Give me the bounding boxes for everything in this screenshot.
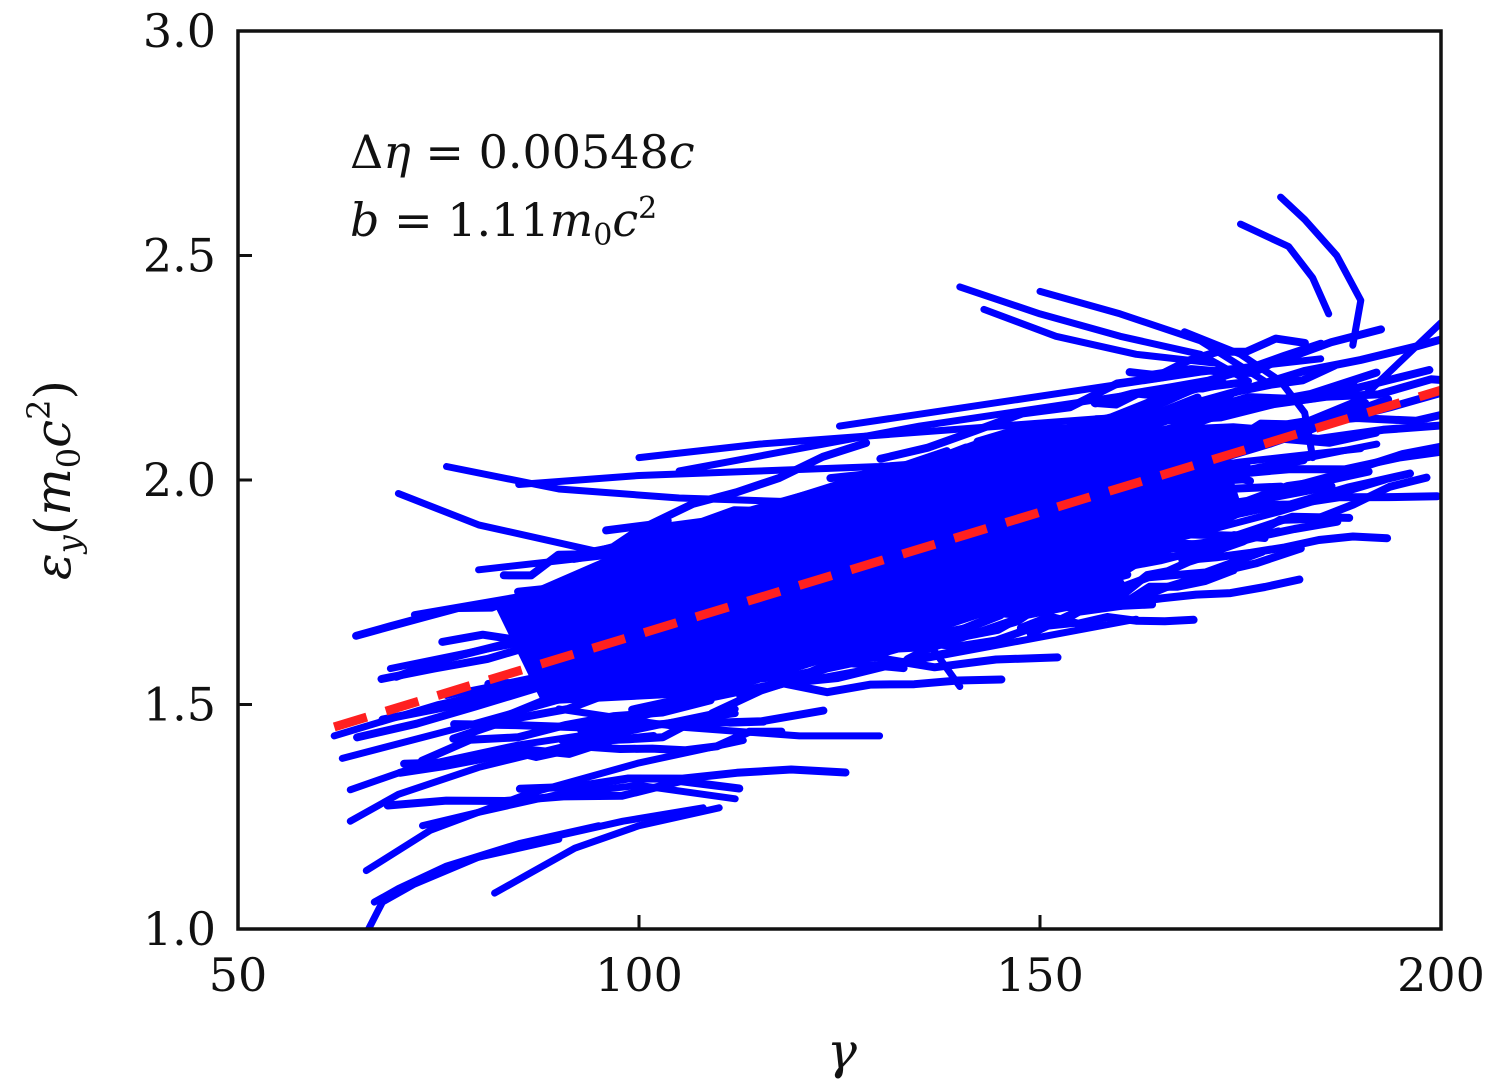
x-axis-label: γ <box>827 1022 857 1080</box>
trajectory-33 <box>1277 193 1365 349</box>
tick-layer: 50 100 150 200 1.0 1.5 2.0 2.5 3.0 <box>143 4 1485 1002</box>
y-tick-label-3: 3.0 <box>143 4 216 58</box>
trajectory-band-37 <box>1178 532 1392 565</box>
annotation-delta: Δ <box>350 125 383 179</box>
y-label-c: c <box>24 420 82 448</box>
trajectory-band-127 <box>1130 335 1441 432</box>
trajectory-band-122 <box>1202 473 1431 559</box>
annotation-b: b <box>350 193 379 247</box>
annotation-line2: b = 1.11m0c2 <box>350 191 657 253</box>
trajectory-13 <box>459 804 707 866</box>
annotation-unit-c-sup: 2 <box>638 191 657 226</box>
annotation-equals-2: = <box>379 193 447 247</box>
trajectory-band-112 <box>1016 612 1198 632</box>
annotation-value-2: 1.11 <box>447 193 549 247</box>
trajectory-band-121 <box>838 619 1078 669</box>
y-label-open: ( <box>24 516 82 536</box>
annotation-unit-1: c <box>669 125 695 179</box>
trajectory-band-118 <box>499 516 672 580</box>
data-layer <box>330 193 1441 929</box>
x-tick-label-150: 150 <box>996 948 1084 1002</box>
y-tick-label-2.5: 2.5 <box>143 229 216 283</box>
annotation-unit-m: m <box>550 193 594 247</box>
y-label-m: m <box>24 468 82 515</box>
x-tick-label-200: 200 <box>1397 948 1485 1002</box>
x-tick-label-50: 50 <box>209 948 268 1002</box>
y-label-epsilon: ε <box>24 553 82 580</box>
y-label-close: ) <box>24 380 82 400</box>
trajectory-band-97 <box>395 732 658 777</box>
trajectory-band-92 <box>558 715 768 745</box>
annotation-equals-1: = <box>411 125 479 179</box>
trajectory-band-81 <box>1080 551 1214 605</box>
trajectory-10 <box>419 781 739 830</box>
y-label-c-sup: 2 <box>20 399 58 419</box>
annotation-value-1: 0.00548 <box>479 125 669 179</box>
trajectory-4 <box>362 736 747 875</box>
y-label-subscript: y <box>50 534 88 555</box>
trajectory-band-95 <box>1090 379 1229 409</box>
trajectory-band-45 <box>1026 544 1305 638</box>
y-label-m-sub: 0 <box>50 448 88 468</box>
trajectory-band-28 <box>583 727 786 755</box>
annotation-unit-m-sub: 0 <box>593 218 612 253</box>
fit-line <box>332 385 1441 732</box>
trajectory-band <box>352 325 1441 810</box>
trajectory-15 <box>491 804 723 897</box>
x-tick-label-100: 100 <box>595 948 683 1002</box>
fit-line-layer <box>332 385 1441 732</box>
annotation-line1: Δη = 0.00548c <box>350 125 695 179</box>
y-tick-label-1.5: 1.5 <box>143 678 216 732</box>
trajectory-band-123 <box>383 777 744 810</box>
trajectory-30 <box>1036 287 1269 385</box>
y-tick-label-2: 2.0 <box>143 453 216 507</box>
trajectory-band-84 <box>876 372 1169 463</box>
y-tick-label-1: 1.0 <box>143 902 216 956</box>
trajectory-32 <box>1237 220 1333 318</box>
annotation-unit-c: c <box>612 193 638 247</box>
trajectory-band-128 <box>1125 334 1309 380</box>
trajectory-band-133 <box>1091 339 1325 408</box>
annotation-eta: η <box>383 125 411 179</box>
y-axis-label: εy(m0c2) <box>20 380 88 580</box>
trajectory-29 <box>980 305 1220 367</box>
